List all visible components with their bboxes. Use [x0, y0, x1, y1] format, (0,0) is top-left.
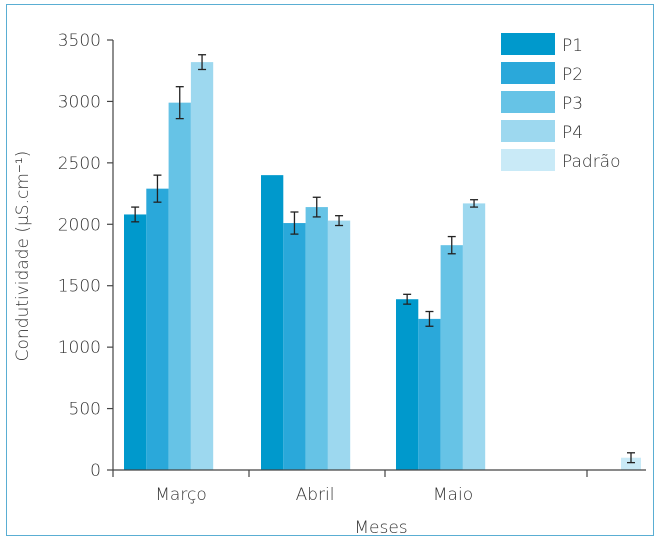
y-tick-label-3000: 3000 [58, 92, 101, 112]
y-tick-label-1500: 1500 [58, 277, 101, 297]
y-tick-label-2500: 2500 [58, 154, 101, 174]
error-bars-layer [131, 54, 635, 464]
legend-label-p3: P3 [562, 94, 583, 114]
legend-label-p4: P4 [562, 123, 583, 143]
legend: P1 P2 P3 P4 Padrão [501, 33, 621, 172]
bar-p3-1 [168, 102, 191, 471]
legend-label-padro: Padrão [562, 152, 621, 172]
bar-p2-2 [283, 223, 306, 470]
bar-p2-1 [146, 188, 169, 470]
y-tick-label-0: 0 [90, 461, 101, 481]
x-tick-label-2: Abril [296, 485, 335, 505]
x-axis-title: Meses [354, 518, 407, 538]
bar-p2-3 [418, 318, 441, 470]
x-tick-label-1: Março [155, 485, 206, 505]
legend-label-p2: P2 [562, 65, 583, 85]
bar-p4-3 [462, 203, 486, 470]
bar-padro-4 [621, 457, 641, 470]
y-axis-title: Condutividade (µS.cm⁻¹) [13, 151, 33, 362]
bar-p1-3 [396, 299, 419, 470]
legend-label-p1: P1 [562, 36, 583, 56]
bar-p3-2 [305, 207, 328, 471]
y-tick-label-3500: 3500 [58, 31, 101, 51]
axes-layer: 0 500 1000 1500 2000 2500 3000 3500 Março Abril Ma… [58, 31, 646, 505]
bar-p4-2 [327, 220, 351, 470]
y-tick-label-2000: 2000 [58, 215, 101, 235]
legend-swatch-p2 [501, 62, 555, 84]
legend-swatch-padro [501, 149, 555, 171]
legend-swatch-p4 [501, 120, 555, 142]
bars-layer [124, 62, 641, 471]
y-tick-label-1000: 1000 [58, 338, 101, 358]
legend-swatch-p3 [501, 91, 555, 113]
bar-p1-2 [261, 175, 284, 470]
bar-p4-1 [190, 62, 214, 470]
bar-p1-1 [124, 214, 147, 470]
legend-swatch-p1 [501, 33, 555, 55]
y-tick-label-500: 500 [69, 400, 101, 420]
bar-p3-3 [440, 245, 463, 470]
x-tick-label-3: Maio [433, 485, 473, 505]
